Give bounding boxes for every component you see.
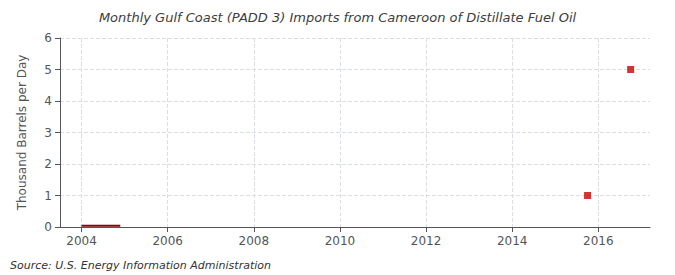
svg-text:2006: 2006 [152, 234, 183, 248]
svg-text:0: 0 [44, 220, 52, 234]
svg-text:Thousand Barrels per Day: Thousand Barrels per Day [15, 55, 29, 212]
svg-text:2014: 2014 [497, 234, 528, 248]
svg-text:1: 1 [44, 189, 52, 203]
svg-text:Monthly Gulf Coast (PADD 3) Im: Monthly Gulf Coast (PADD 3) Imports from… [99, 10, 577, 25]
svg-text:5: 5 [44, 63, 52, 77]
svg-text:2016: 2016 [583, 234, 614, 248]
svg-text:2012: 2012 [411, 234, 442, 248]
svg-text:2008: 2008 [239, 234, 270, 248]
svg-text:2010: 2010 [325, 234, 356, 248]
svg-text:2: 2 [44, 157, 52, 171]
svg-text:Source: U.S. Energy Informatio: Source: U.S. Energy Information Administ… [10, 259, 271, 272]
svg-text:4: 4 [44, 94, 52, 108]
svg-text:2004: 2004 [66, 234, 97, 248]
svg-text:6: 6 [44, 31, 52, 45]
svg-text:3: 3 [44, 126, 52, 140]
